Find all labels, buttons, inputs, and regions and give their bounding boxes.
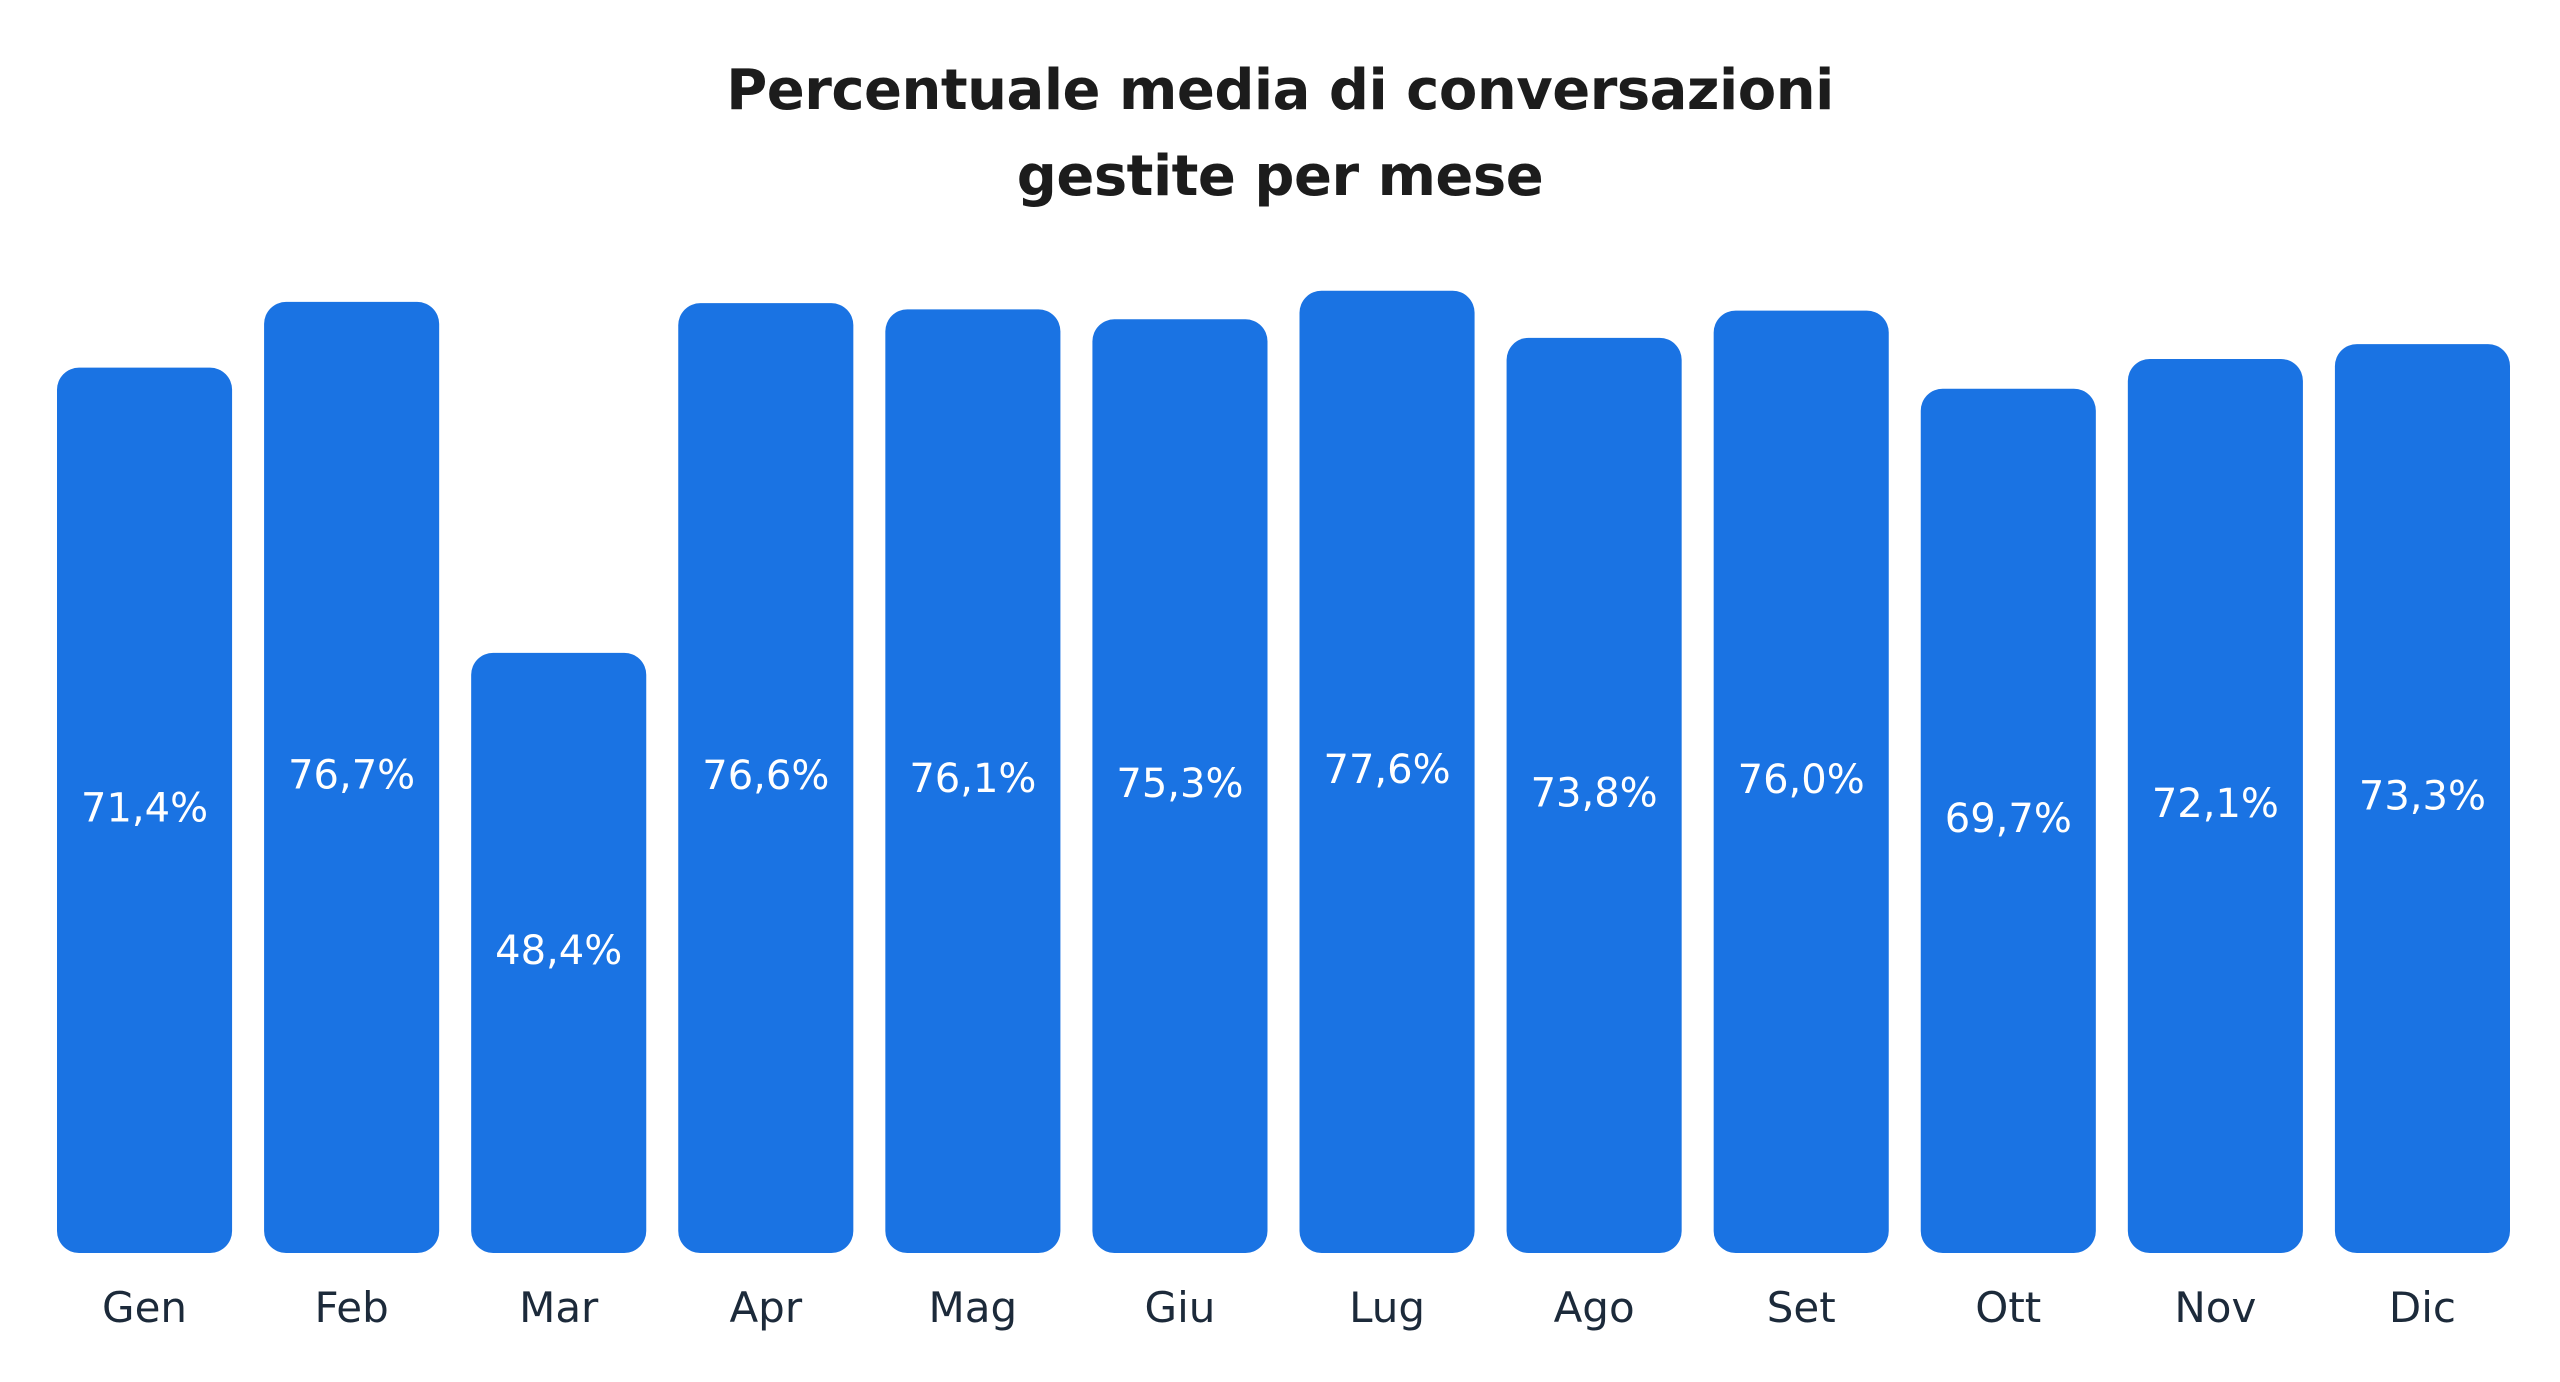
data-label-giu: 75,3% <box>1116 761 1243 807</box>
data-label-mag: 76,1% <box>909 756 1036 802</box>
data-label-gen: 71,4% <box>81 785 208 831</box>
chart-title-line-1: Percentuale media di conversazioni <box>726 58 1834 123</box>
bars-group <box>57 290 2510 1254</box>
x-tick-label-set: Set <box>1767 1283 1836 1332</box>
bar-giu <box>1092 319 1268 1253</box>
data-label-nov: 72,1% <box>2152 781 2279 827</box>
data-label-dic: 73,3% <box>2359 774 2486 820</box>
bar-mar <box>471 652 647 1253</box>
x-tick-label-lug: Lug <box>1349 1283 1425 1332</box>
bar-mag <box>885 309 1061 1253</box>
chart-title-line-2: gestite per mese <box>1016 144 1544 209</box>
bar-gen <box>57 367 233 1253</box>
x-tick-label-apr: Apr <box>729 1283 802 1332</box>
x-tick-label-ago: Ago <box>1554 1283 1635 1332</box>
x-tick-label-gen: Gen <box>102 1283 187 1332</box>
x-tick-label-giu: Giu <box>1145 1283 1216 1332</box>
data-label-ago: 73,8% <box>1531 770 1658 816</box>
x-tick-label-mar: Mar <box>519 1283 599 1332</box>
x-tick-label-ott: Ott <box>1975 1283 2041 1332</box>
bar-feb <box>264 301 440 1253</box>
bar-ago <box>1506 337 1682 1253</box>
x-tick-labels-group: Gen Feb Mar Apr Mag Giu Lug Ago Set Ott Nov Dic <box>102 1283 2456 1332</box>
data-label-mar: 48,4% <box>495 928 622 974</box>
data-label-ott: 69,7% <box>1945 796 2072 842</box>
data-label-set: 76,0% <box>1738 757 1865 803</box>
data-label-apr: 76,6% <box>702 753 829 799</box>
bar-apr <box>678 303 854 1253</box>
x-tick-label-nov: Nov <box>2174 1283 2256 1332</box>
x-tick-label-dic: Dic <box>2389 1283 2456 1332</box>
data-labels-group: 71,4% 76,7% 48,4% 76,6% 76,1% 75,3% 77,6% 73,8%… <box>81 747 2486 974</box>
x-tick-label-mag: Mag <box>929 1283 1018 1332</box>
bar-set <box>1713 310 1889 1254</box>
chart-title: Percentuale media di conversazioni gesti… <box>0 48 2560 220</box>
bar-lug <box>1299 290 1475 1253</box>
x-tick-label-feb: Feb <box>314 1283 388 1332</box>
bar-nov <box>2127 358 2303 1254</box>
bar-ott <box>1920 388 2096 1254</box>
data-label-feb: 76,7% <box>288 752 415 798</box>
bar-dic <box>2334 344 2510 1254</box>
data-label-lug: 77,6% <box>1324 747 1451 793</box>
